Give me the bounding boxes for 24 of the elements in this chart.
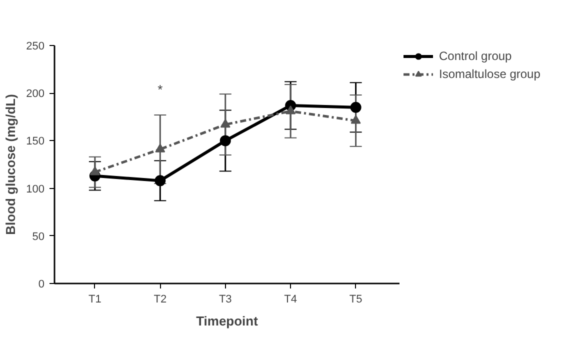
y-tick-label: 250 (26, 40, 45, 52)
point (220, 118, 230, 128)
point (220, 135, 231, 146)
y-tick-label: 50 (32, 230, 45, 243)
annotation: * (158, 82, 163, 97)
point (350, 115, 361, 124)
legend-label: Control group (439, 49, 512, 63)
x-tick-label: T2 (154, 294, 167, 306)
y-axis-title: Blood glucose (mg/dL) (3, 94, 18, 235)
x-axis-title: Timepoint (196, 314, 259, 328)
point (154, 175, 166, 186)
y-tick-label: 100 (26, 183, 45, 196)
x-tick-label: T4 (284, 294, 298, 306)
y-tick-label: 200 (26, 88, 45, 100)
point (90, 166, 100, 176)
y-tick-label: 150 (26, 136, 45, 148)
x-tick-label: T5 (349, 294, 362, 306)
y-tick-label: 0 (38, 278, 45, 290)
point (155, 144, 166, 152)
point (286, 105, 296, 114)
point (350, 102, 362, 113)
legend-label: Isomaltulose group (439, 67, 540, 81)
x-tick-label: T1 (88, 294, 102, 306)
x-tick-label: T3 (218, 294, 232, 306)
